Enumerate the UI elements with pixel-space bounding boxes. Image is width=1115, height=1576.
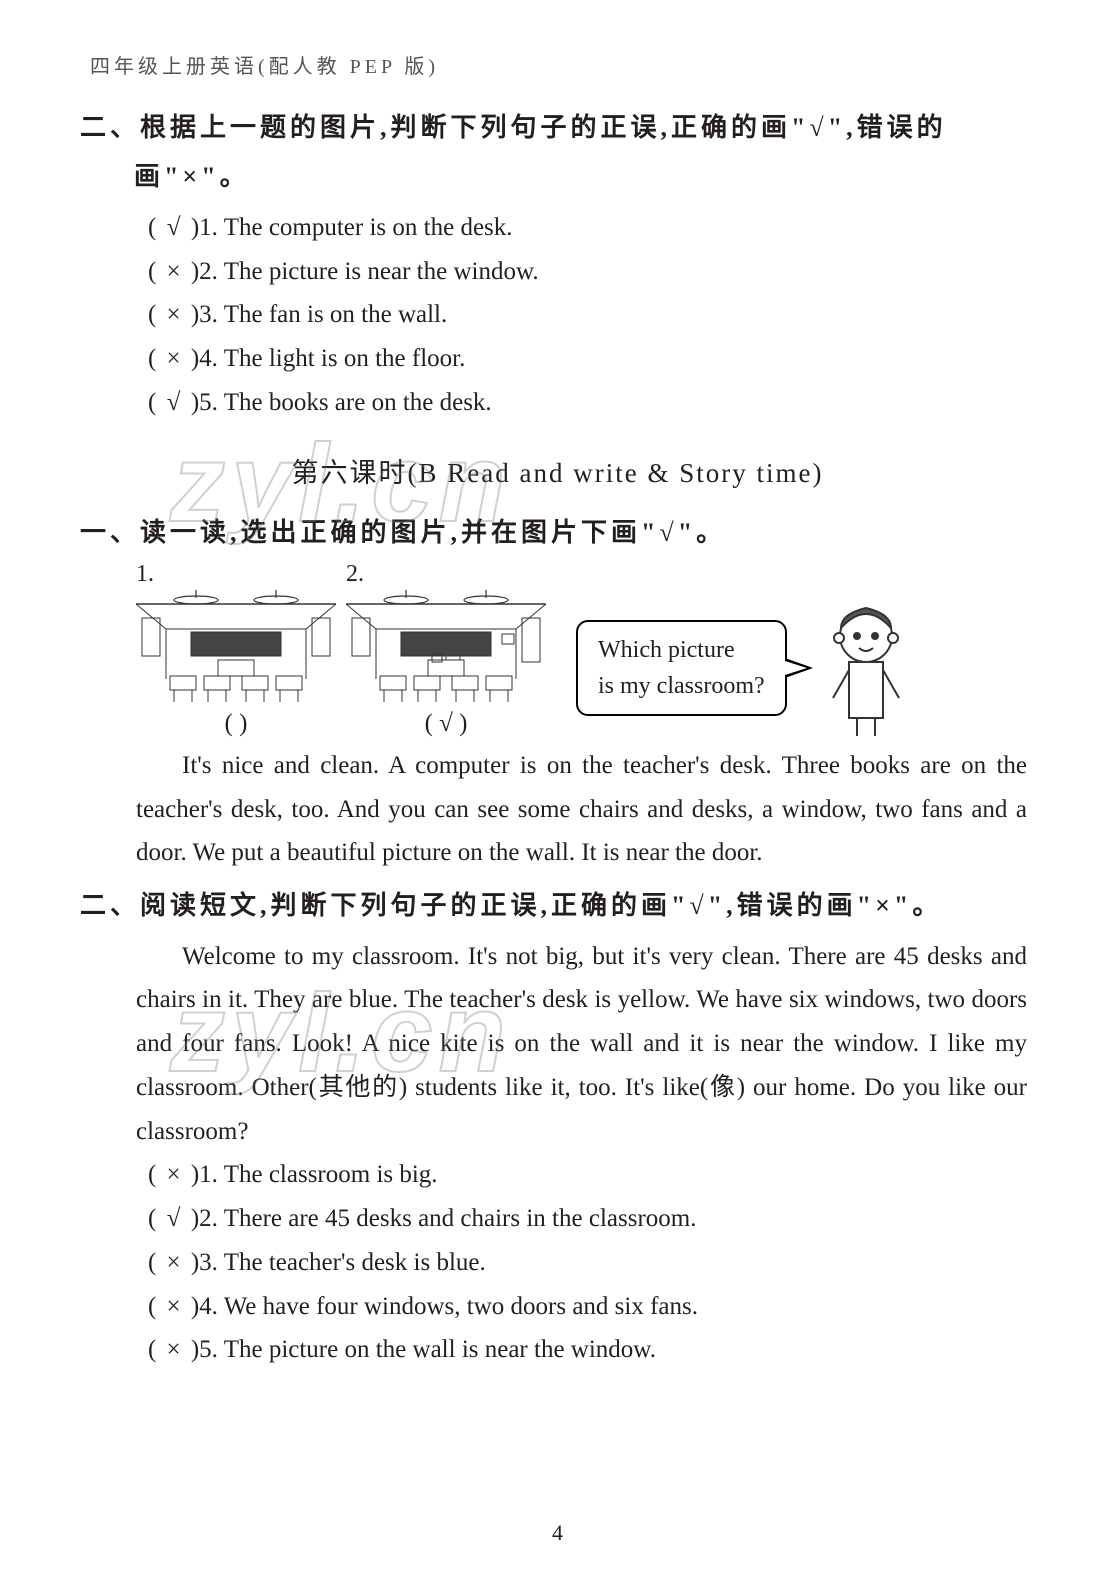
tf-text: 2. There are 45 desks and chairs in the … [199,1205,696,1232]
tf-mark: × [163,1328,185,1372]
section-2-title-line1: 二、根据上一题的图片,判断下列句子的正误,正确的画"√",错误的 [80,113,947,142]
tf-item: ( × )1. The classroom is big. [80,1153,1035,1197]
tf-mark: × [163,337,185,381]
speech-line2: is my classroom? [598,668,765,704]
option-result: ( √ ) [346,710,546,738]
tf-text: 5. The books are on the desk. [199,389,492,416]
tf-mark: × [163,1285,185,1329]
tf-mark: × [163,1241,185,1285]
passage-2-text: Welcome to my classroom. It's not big, b… [136,943,1027,1145]
tf-item: ( × )3. The teacher's desk is blue. [80,1241,1035,1285]
classroom-illustration-icon [136,584,336,704]
tf-mark: √ [163,1197,185,1241]
section-1b-title: 一、读一读,选出正确的图片,并在图片下画"√"。 [80,508,1035,557]
passage-1: It's nice and clean. A computer is on th… [80,744,1035,875]
speech-line1: Which picture [598,632,765,668]
tf-text: 4. We have four windows, two doors and s… [199,1293,698,1320]
section-2-title-line2: 画"×"。 [80,152,1035,201]
tf-mark: × [163,250,185,294]
picture-options-row: 1. [80,561,1035,738]
tf-item: ( × )5. The picture on the wall is near … [80,1328,1035,1372]
tf-mark: √ [163,206,185,250]
tf-item: ( × )3. The fan is on the wall. [80,293,1035,337]
tf-text: 3. The fan is on the wall. [199,301,447,328]
tf-item: ( √ )1. The computer is on the desk. [80,206,1035,250]
tf-text: 1. The computer is on the desk. [199,214,512,241]
tf-item: ( × )4. We have four windows, two doors … [80,1285,1035,1329]
section-2b-items: ( × )1. The classroom is big. ( √ )2. Th… [80,1153,1035,1372]
boy-character-icon [821,598,911,738]
tf-text: 2. The picture is near the window. [199,258,539,285]
option-result: ( ) [136,710,336,738]
section-2b-title: 二、阅读短文,判断下列句子的正误,正确的画"√",错误的画"×"。 [80,881,1035,930]
tf-item: ( √ )2. There are 45 desks and chairs in… [80,1197,1035,1241]
speech-tail-icon [785,658,813,678]
passage-2: Welcome to my classroom. It's not big, b… [80,935,1035,1154]
tf-item: ( × )2. The picture is near the window. [80,250,1035,294]
tf-text: 5. The picture on the wall is near the w… [199,1336,656,1363]
tf-mark: × [163,1153,185,1197]
running-header: 四年级上册英语(配人教 PEP 版) [90,50,1035,79]
tf-item: ( × )4. The light is on the floor. [80,337,1035,381]
passage-1-text: It's nice and clean. A computer is on th… [136,752,1027,867]
section-2-title: 二、根据上一题的图片,判断下列句子的正误,正确的画"√",错误的 画"×"。 [80,103,1035,202]
tf-mark: √ [163,381,185,425]
tf-mark: × [163,293,185,337]
picture-option: 1. [136,561,336,738]
page: 四年级上册英语(配人教 PEP 版) 二、根据上一题的图片,判断下列句子的正误,… [0,0,1115,1576]
speech-group: Which picture is my classroom? [576,598,911,738]
tf-item: ( √ )5. The books are on the desk. [80,381,1035,425]
classroom-illustration-icon [346,584,546,704]
tf-text: 1. The classroom is big. [199,1161,437,1188]
section-2-items: ( √ )1. The computer is on the desk. ( ×… [80,206,1035,425]
speech-bubble: Which picture is my classroom? [576,620,787,716]
tf-text: 3. The teacher's desk is blue. [199,1249,486,1276]
page-number: 4 [0,1520,1115,1546]
tf-text: 4. The light is on the floor. [199,345,465,372]
lesson-title: 第六课时(B Read and write & Story time) [80,451,1035,490]
picture-option: 2. [346,561,546,738]
